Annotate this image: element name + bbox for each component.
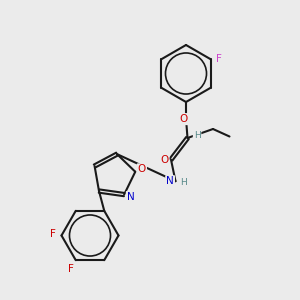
Text: H: H (180, 178, 186, 187)
Text: O: O (160, 154, 169, 165)
Text: F: F (216, 54, 222, 64)
Text: O: O (138, 164, 146, 174)
Text: F: F (50, 229, 56, 239)
Text: N: N (166, 176, 174, 186)
Text: F: F (68, 264, 74, 274)
Text: O: O (180, 114, 188, 124)
Text: H: H (194, 131, 200, 140)
Text: N: N (127, 192, 135, 202)
